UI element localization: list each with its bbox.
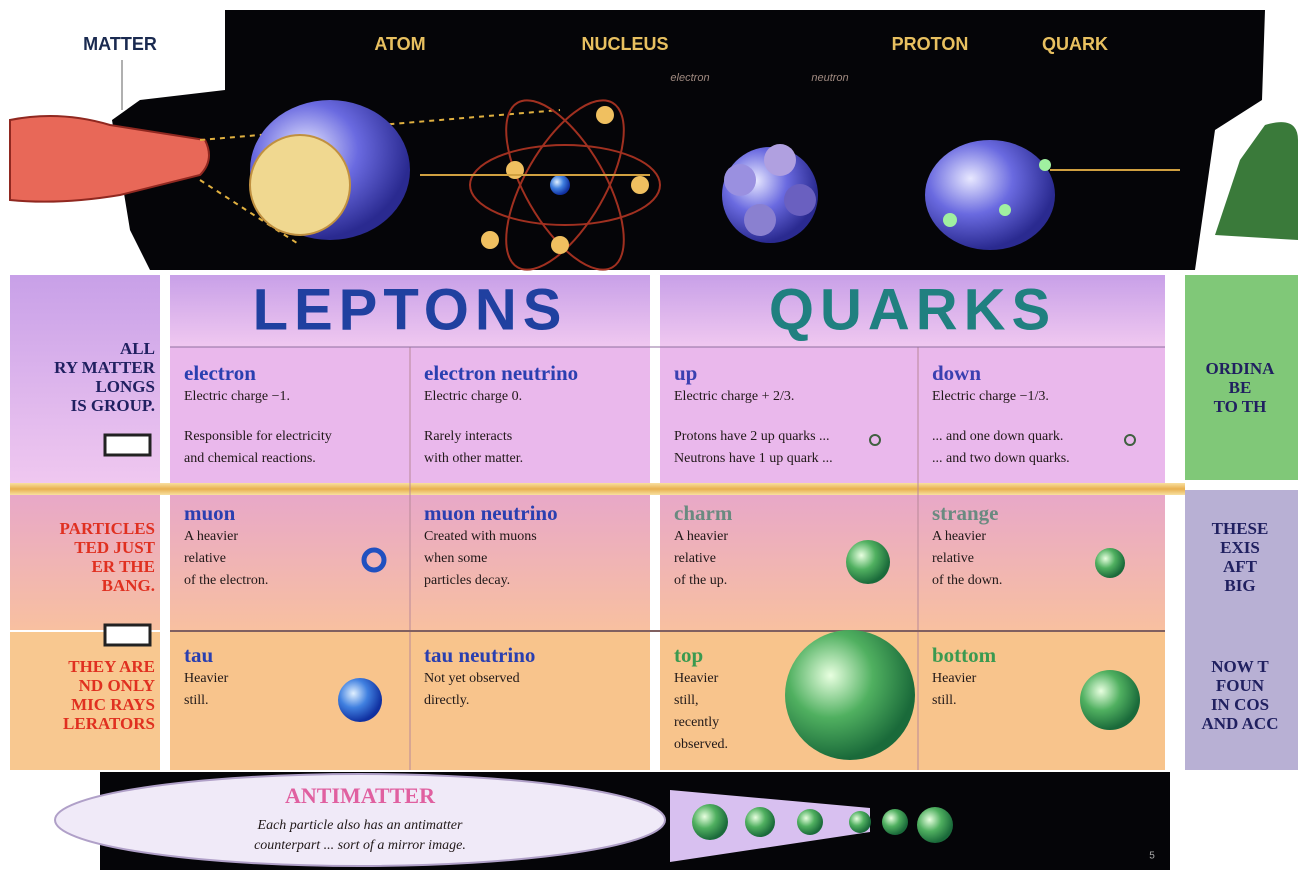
particle-text: ... and one down quark.: [932, 429, 1063, 444]
side-note: BE: [1229, 378, 1252, 397]
particle-text: Created with muons: [424, 529, 537, 544]
particle-name: muon neutrino: [424, 501, 558, 525]
side-note: ER THE: [92, 557, 155, 576]
particle-text: A heavier: [184, 529, 238, 544]
particle-text: observed.: [674, 737, 728, 752]
label-atom: ATOM: [374, 34, 425, 54]
particle-text: relative: [674, 551, 716, 566]
label-neutron: neutron: [811, 72, 848, 84]
particle-text: still,: [674, 693, 699, 708]
label-proton: PROTON: [892, 34, 969, 54]
page-number: 5: [1149, 851, 1155, 862]
particle-text: Heavier: [184, 671, 229, 686]
particle-text: Responsible for electricity: [184, 429, 332, 444]
particle-text: still.: [184, 693, 209, 708]
side-note: ORDINA: [1206, 359, 1276, 378]
label-electron: electron: [670, 72, 709, 84]
particle-name: muon: [184, 501, 236, 525]
particle-text: Heavier: [932, 671, 977, 686]
particle-text: Rarely interacts: [424, 429, 512, 444]
side-note: BIG: [1224, 576, 1255, 595]
label-quark: QUARK: [1042, 34, 1108, 54]
particle-text: relative: [932, 551, 974, 566]
side-note: TED JUST: [74, 538, 155, 557]
side-note: THESE: [1212, 519, 1269, 538]
particle-text: A heavier: [674, 529, 728, 544]
side-note: AFT: [1223, 557, 1258, 576]
gold-band: [10, 483, 1185, 495]
particle-text: Electric charge + 2/3.: [674, 389, 794, 404]
particle-text: Neutrons have 1 up quark ...: [674, 451, 833, 466]
particle-text: relative: [184, 551, 226, 566]
particle-text: Electric charge 0.: [424, 389, 522, 404]
particle-text: A heavier: [932, 529, 986, 544]
group-title: QUARKS: [769, 277, 1056, 342]
particle-name: up: [674, 361, 697, 385]
antimatter-text: counterpart ... sort of a mirror image.: [254, 838, 466, 853]
particle-text: with other matter.: [424, 451, 523, 466]
particle-text: Protons have 2 up quarks ...: [674, 429, 830, 444]
particle-name: tau neutrino: [424, 643, 535, 667]
side-note: EXIS: [1220, 538, 1260, 557]
particle-name: tau: [184, 643, 213, 667]
side-note: AND ACC: [1202, 714, 1279, 733]
antimatter-title: ANTIMATTER: [285, 783, 436, 808]
particle-text: directly.: [424, 693, 469, 708]
side-note: ALL: [120, 339, 155, 358]
particle-text: of the electron.: [184, 573, 268, 588]
antimatter-text: Each particle also has an antimatter: [257, 818, 463, 833]
particle-name: strange: [932, 501, 999, 525]
particle-text: of the down.: [932, 573, 1002, 588]
quarks-row2: [660, 495, 1165, 630]
particle-text: recently: [674, 715, 719, 730]
particle-text: still.: [932, 693, 957, 708]
particle-name: electron neutrino: [424, 361, 578, 385]
green-shape: [1215, 122, 1298, 240]
particle-text: particles decay.: [424, 573, 510, 588]
side-note: LONGS: [95, 377, 155, 396]
particle-text: Electric charge −1/3.: [932, 389, 1049, 404]
particle-text: Heavier: [674, 671, 719, 686]
side-note: TO TH: [1214, 397, 1267, 416]
particle-text: and chemical reactions.: [184, 451, 316, 466]
side-note: RY MATTER: [54, 358, 156, 377]
side-note: MIC RAYS: [71, 695, 155, 714]
side-note: PARTICLES: [60, 519, 155, 538]
particle-text: ... and two down quarks.: [932, 451, 1070, 466]
particle-name: charm: [674, 501, 733, 525]
label-nucleus: NUCLEUS: [581, 34, 668, 54]
side-note: IN COS: [1211, 695, 1269, 714]
particle-name: bottom: [932, 643, 997, 667]
particle-text: Electric charge −1.: [184, 389, 290, 404]
side-note: IS GROUP.: [71, 396, 155, 415]
particle-text: when some: [424, 551, 487, 566]
side-note: NOW T: [1211, 657, 1269, 676]
group-title: LEPTONS: [253, 277, 568, 342]
particle-name: down: [932, 361, 981, 385]
side-note: LERATORS: [63, 714, 155, 733]
side-note: BANG.: [102, 576, 155, 595]
side-note: ND ONLY: [79, 676, 155, 695]
particle-text: of the up.: [674, 573, 727, 588]
side-note: FOUN: [1216, 676, 1265, 695]
side-note: THEY ARE: [68, 657, 155, 676]
poster: MATTER ATOM NUCLEUS PROTON QUARK electro…: [0, 0, 1298, 875]
label-matter: MATTER: [83, 34, 157, 54]
particle-name: electron: [184, 361, 256, 385]
particle-text: Not yet observed: [424, 671, 520, 686]
particle-name: top: [674, 643, 703, 667]
